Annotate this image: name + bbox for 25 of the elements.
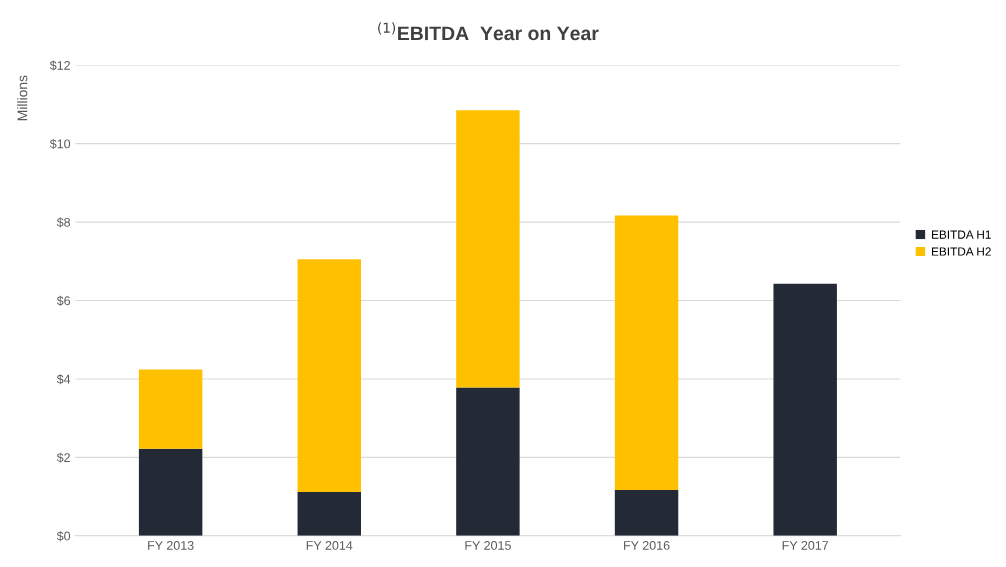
y-tick-label: $12 — [49, 60, 70, 71]
x-tick-label: FY 2015 — [465, 541, 511, 550]
x-tick-label: FY 2014 — [306, 541, 353, 550]
y-tick-label: $6 — [56, 295, 71, 306]
bar — [614, 489, 679, 536]
y-tick-label: $4 — [56, 374, 71, 385]
bar — [297, 259, 361, 492]
bar — [138, 369, 203, 449]
y-tick-label: $2 — [56, 452, 70, 463]
x-tick-label: FY 2013 — [148, 541, 194, 550]
legend-label: EBITDA H2 — [932, 247, 991, 256]
y-axis-title: Millions — [17, 75, 28, 121]
bar — [456, 110, 520, 388]
y-tick-label: $0 — [56, 531, 71, 542]
chart-title: $^{(1)}$EBITDA Year on Year — [378, 22, 599, 41]
bar — [773, 283, 837, 536]
legend-label: EBITDA H1 — [932, 230, 991, 239]
bar — [614, 215, 679, 490]
x-tick-label: FY 2016 — [624, 541, 670, 550]
y-tick-label: $10 — [49, 138, 71, 150]
bar — [138, 448, 203, 536]
y-tick-label: $8 — [56, 217, 71, 228]
bar — [456, 387, 520, 536]
x-tick-label: FY 2017 — [782, 541, 829, 550]
bar — [297, 491, 361, 536]
